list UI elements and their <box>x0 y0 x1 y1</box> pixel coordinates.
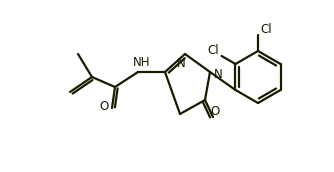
Text: O: O <box>210 105 220 117</box>
Text: N: N <box>177 56 185 69</box>
Text: NH: NH <box>133 56 151 68</box>
Text: N: N <box>214 67 222 80</box>
Text: Cl: Cl <box>260 23 272 35</box>
Text: O: O <box>100 99 109 112</box>
Text: Cl: Cl <box>208 44 219 56</box>
